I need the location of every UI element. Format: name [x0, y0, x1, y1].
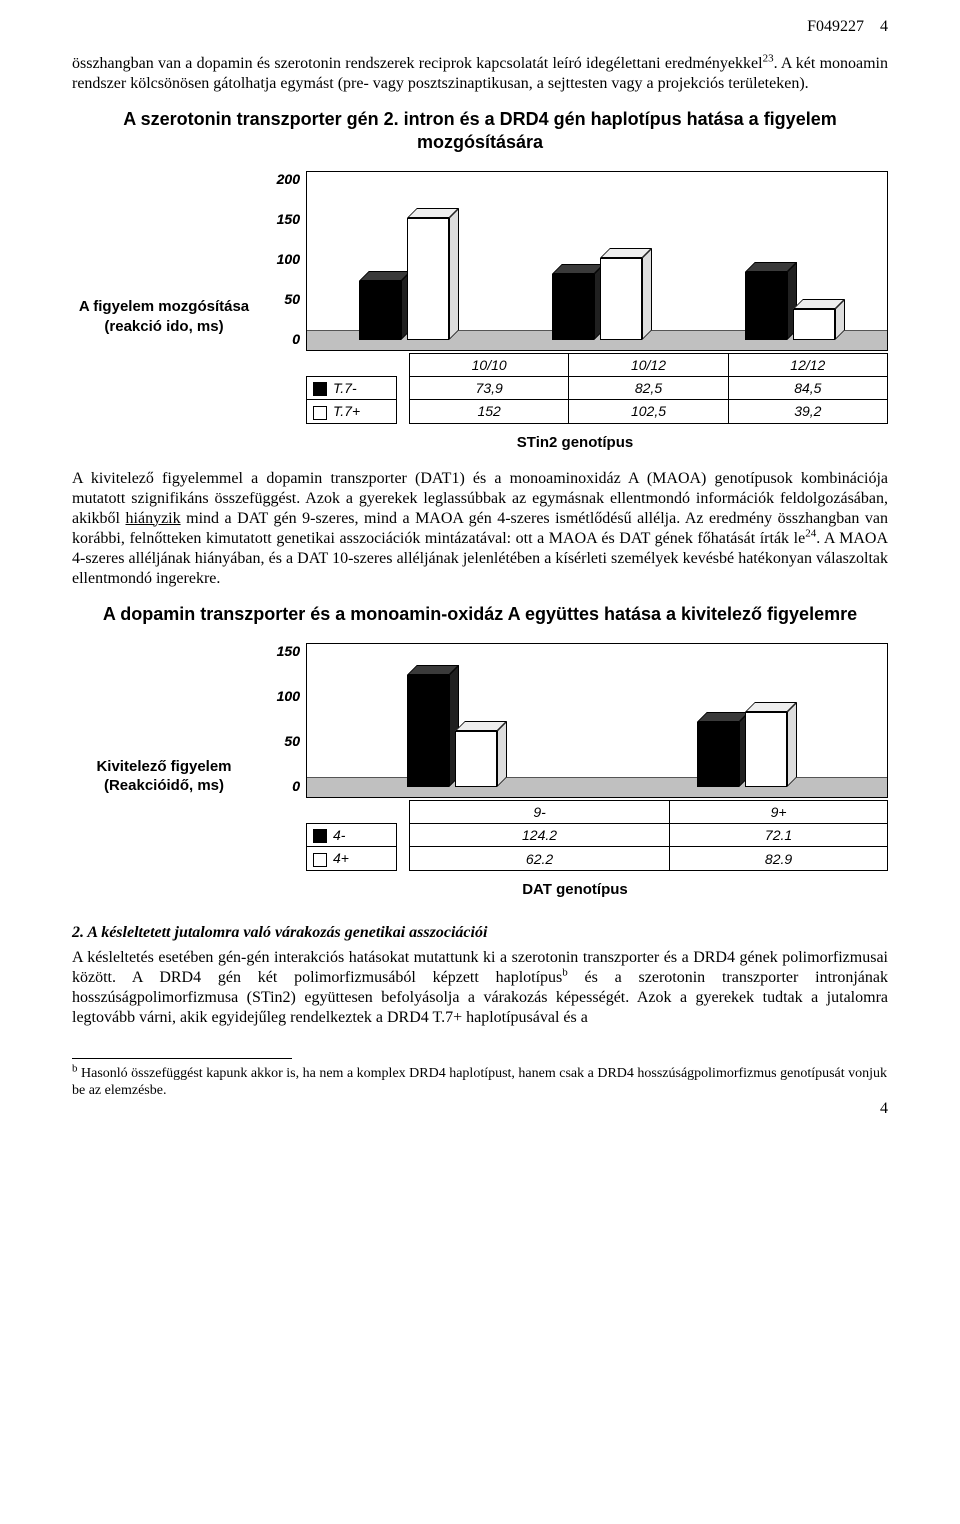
bar	[745, 712, 787, 787]
chart2-data-table: 9-9+ 4- 124.272.1 4+ 62.282.9	[306, 800, 888, 871]
legend-item: 4+	[307, 847, 397, 870]
data-cell: 72.1	[670, 824, 888, 847]
data-cell: 62.2	[410, 847, 670, 870]
footnote-rule	[72, 1058, 292, 1059]
chart2-title: A dopamin transzporter és a monoamin-oxi…	[72, 603, 888, 626]
data-cell: 102,5	[569, 400, 728, 423]
bar	[600, 258, 642, 340]
chart1-xaxis-title: STin2 genotípus	[262, 434, 888, 451]
bar	[745, 272, 787, 340]
data-cell: 73,9	[410, 377, 569, 400]
p2b: mind a DAT gén 9-szeres, mind a MAOA gén…	[72, 510, 888, 547]
p2sup: 24	[805, 527, 816, 539]
category-header: 12/12	[728, 354, 887, 377]
chart2-yticks: 150100500150100500	[262, 643, 306, 798]
legend-swatch	[313, 382, 327, 396]
p1a: összhangban van a dopamin és szerotonin …	[72, 55, 763, 72]
y-tick: 100	[277, 688, 300, 704]
y-tick: 50	[284, 733, 300, 749]
y-tick: 150	[277, 211, 300, 227]
top-page-num: 4	[880, 18, 888, 35]
p2u: hiányzik	[126, 510, 181, 527]
y-tick: 150	[277, 643, 300, 659]
category-header: 9+	[670, 801, 888, 824]
bar	[552, 274, 594, 340]
header-code: F049227 4	[807, 18, 888, 36]
bar	[697, 722, 739, 787]
legend-swatch	[313, 829, 327, 843]
chart1-data-table: 10/1010/1212/12 T.7- 73,982,584,5 T.7+ 15210…	[306, 353, 888, 424]
chart1: A figyelem mozgósítása (reakció ido, ms)…	[72, 171, 888, 463]
category-header: 9-	[410, 801, 670, 824]
data-cell: 84,5	[728, 377, 887, 400]
doc-code: F049227	[807, 18, 864, 35]
bar	[359, 281, 401, 340]
data-cell: 82.9	[670, 847, 888, 870]
paragraph-2: A kivitelező figyelemmel a dopamin trans…	[72, 469, 888, 589]
bar	[793, 309, 835, 340]
legend-item: 4-	[307, 824, 397, 847]
data-cell: 82,5	[569, 377, 728, 400]
bar	[455, 731, 497, 787]
bottom-page-num: 4	[880, 1100, 888, 1118]
chart1-plot	[306, 171, 888, 351]
chart2-xaxis-title: DAT genotípus	[262, 881, 888, 898]
p1sup: 23	[763, 53, 774, 65]
footnote: b Hasonló összefüggést kapunk akkor is, …	[72, 1065, 888, 1100]
legend-swatch	[313, 406, 327, 420]
category-header: 10/12	[569, 354, 728, 377]
paragraph-3: A késleltetés esetében gén-gén interakci…	[72, 948, 888, 1028]
legend-swatch	[313, 853, 327, 867]
category-header: 10/10	[410, 354, 569, 377]
data-cell: 39,2	[728, 400, 887, 423]
paragraph-1: összhangban van a dopamin és szerotonin …	[72, 54, 888, 94]
bar	[407, 675, 449, 787]
y-tick: 50	[284, 291, 300, 307]
y-tick: 0	[292, 778, 300, 794]
bar	[407, 218, 449, 340]
chart1-ylabel: A figyelem mozgósítása (reakció ido, ms)	[72, 171, 262, 463]
chart2-plot	[306, 643, 888, 798]
data-cell: 152	[410, 400, 569, 423]
y-tick: 100	[277, 251, 300, 267]
y-tick: 0	[292, 331, 300, 347]
section-2-heading: 2. A késleltetett jutalomra való várakoz…	[72, 924, 888, 942]
legend-item: T.7+	[307, 400, 397, 423]
data-cell: 124.2	[410, 824, 670, 847]
legend-item: T.7-	[307, 377, 397, 400]
page: F049227 4 összhangban van a dopamin és s…	[0, 0, 960, 1130]
footnote-text: Hasonló összefüggést kapunk akkor is, ha…	[72, 1066, 887, 1099]
y-tick: 200	[277, 171, 300, 187]
chart2-floor	[307, 777, 887, 797]
chart1-title: A szerotonin transzporter gén 2. intron …	[72, 108, 888, 153]
chart2-ylabel: Kivitelező figyelem (Reakcióidő, ms)	[72, 643, 262, 910]
chart2: Kivitelező figyelem (Reakcióidő, ms) 150…	[72, 643, 888, 910]
chart1-yticks: 200150100500200150100500	[262, 171, 306, 351]
